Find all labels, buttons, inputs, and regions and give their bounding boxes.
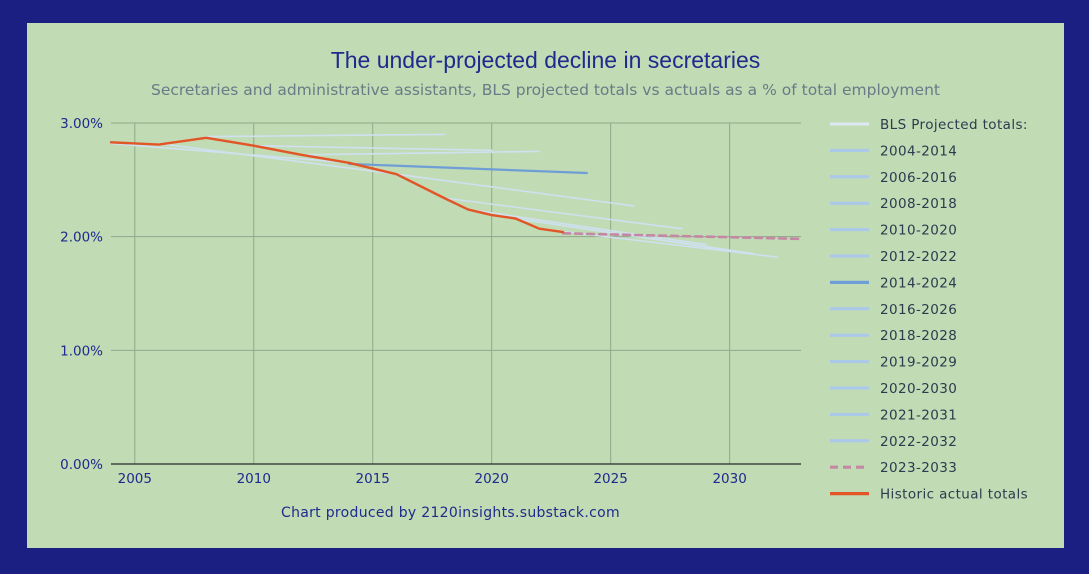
series-line-2010-2020 [253, 144, 493, 152]
x-tick-label: 2005 [118, 471, 152, 487]
x-tick-label: 2010 [237, 471, 271, 487]
series-layer [109, 133, 803, 258]
legend-header: BLS Projected totals: [880, 117, 1028, 133]
legend-label: 2018-2028 [880, 328, 957, 344]
y-tick-label: 3.00% [60, 116, 103, 132]
legend-label: 2010-2020 [880, 223, 957, 239]
y-tick-label: 2.00% [60, 230, 103, 246]
legend-label: 2019-2029 [880, 355, 957, 371]
series-line-2012-2022 [300, 150, 541, 156]
legend-label: 2006-2016 [880, 170, 957, 186]
series-line-2014-2024 [347, 162, 589, 175]
chart-subtitle: Secretaries and administrative assistant… [151, 81, 940, 99]
x-tick-label: 2015 [356, 471, 390, 487]
series-line-2016-2026 [395, 173, 636, 207]
axis-layer: 0.00% 1.00% 2.00% 3.00% 2005 2010 2015 2020 2025… [60, 116, 801, 487]
legend-label: 2022-2032 [880, 434, 957, 450]
legend: BLS Projected totals: 2004-2014 2006-2016 2… [830, 117, 1028, 503]
legend-label: 2021-2031 [880, 407, 957, 423]
series-line-2008-2018 [205, 133, 445, 138]
legend-label: 2016-2026 [880, 302, 957, 318]
legend-label: Historic actual totals [880, 487, 1028, 503]
legend-label: 2008-2018 [880, 196, 957, 212]
chart-title: The under-projected decline in secretari… [330, 47, 761, 73]
series-line-2019-2029 [467, 208, 707, 246]
series-line-2006-2016 [157, 142, 398, 175]
legend-label: 2023-2033 [880, 460, 957, 476]
grid-layer [111, 122, 801, 464]
x-tick-label: 2020 [475, 471, 509, 487]
chart-plot: 0.00% 1.00% 2.00% 3.00% 2005 2010 2015 2020 2025… [60, 116, 1028, 503]
series-line-2023-2033 [561, 232, 803, 241]
chart-panel: 0.00% 1.00% 2.00% 3.00% 2005 2010 2015 2020 2025… [27, 23, 1064, 548]
y-tick-label: 0.00% [60, 457, 103, 473]
legend-label: 2014-2024 [880, 275, 957, 291]
legend-label: 2004-2014 [880, 143, 957, 159]
chart-credit: Chart produced by 2120insights.substack.… [281, 505, 620, 521]
y-tick-label: 1.00% [60, 343, 103, 359]
x-tick-label: 2030 [712, 471, 746, 487]
series-line-historic-actual-totals [109, 136, 565, 234]
series-line-2018-2028 [443, 197, 683, 230]
legend-label: 2012-2022 [880, 249, 957, 265]
x-tick-label: 2025 [593, 471, 627, 487]
legend-label: 2020-2030 [880, 381, 957, 397]
